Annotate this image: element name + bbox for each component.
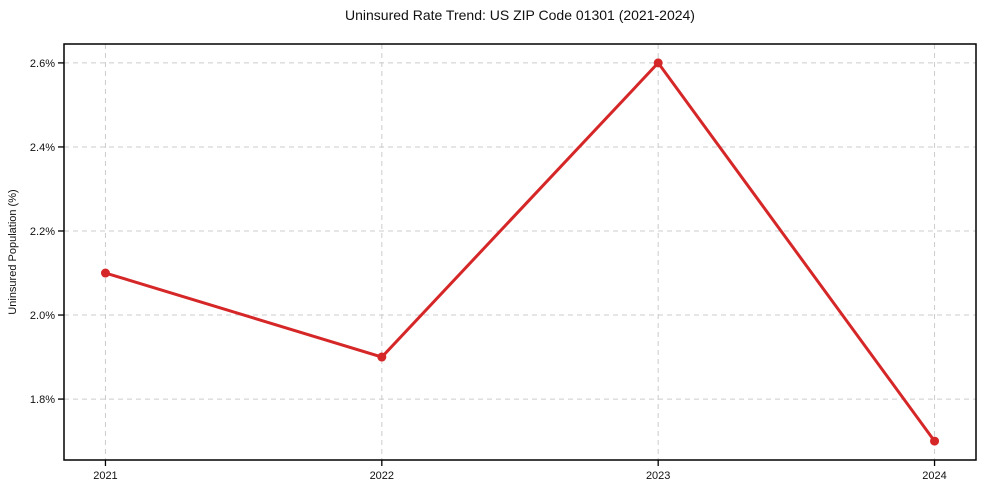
x-tick-label: 2023 bbox=[646, 470, 670, 482]
data-point-marker bbox=[653, 58, 663, 68]
x-tick-label: 2021 bbox=[93, 470, 117, 482]
plot-border bbox=[63, 43, 977, 461]
x-tick-label: 2024 bbox=[922, 470, 946, 482]
y-axis-label: Uninsured Population (%) bbox=[7, 189, 19, 315]
x-tick-label: 2022 bbox=[370, 470, 394, 482]
data-point-marker bbox=[100, 268, 110, 278]
data-point-marker bbox=[377, 352, 387, 362]
y-tick-label: 2.4% bbox=[30, 142, 55, 154]
trend-line bbox=[103, 61, 937, 443]
chart-title: Uninsured Rate Trend: US ZIP Code 01301 … bbox=[345, 7, 695, 23]
y-tick-label: 2.0% bbox=[30, 310, 55, 322]
y-tick-label: 2.6% bbox=[30, 58, 55, 70]
data-point-marker bbox=[930, 436, 940, 446]
y-tick-label: 2.2% bbox=[30, 226, 55, 238]
y-tick-label: 1.8% bbox=[30, 394, 55, 406]
